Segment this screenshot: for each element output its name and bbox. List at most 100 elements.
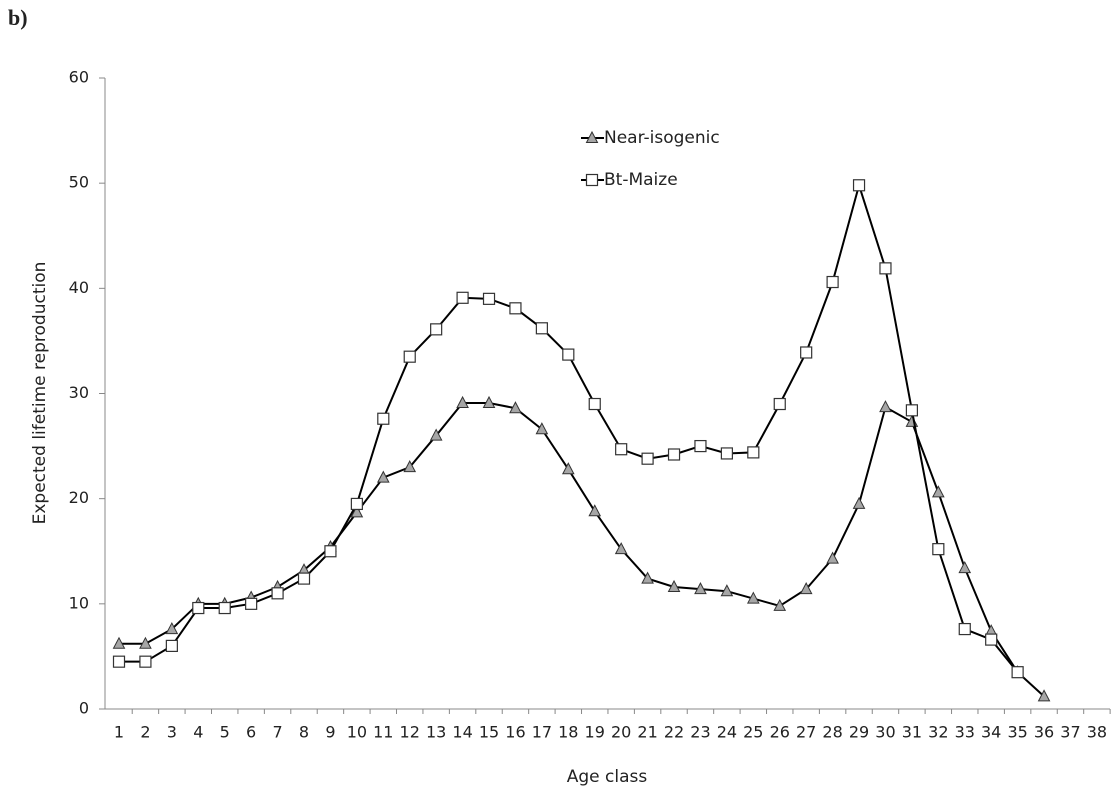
marker-triangle	[561, 462, 575, 475]
marker-square	[1011, 666, 1024, 679]
x-tick-label: 33	[955, 723, 975, 742]
marker-triangle	[112, 636, 126, 649]
marker-square	[852, 179, 866, 192]
marker-triangle	[773, 598, 787, 611]
x-tick-label: 21	[637, 723, 657, 742]
y-tick-label: 60	[69, 68, 89, 87]
marker-square	[588, 397, 601, 411]
x-tick-label: 3	[167, 723, 177, 742]
marker-square	[456, 291, 469, 304]
x-tick-label: 12	[400, 723, 420, 742]
x-tick-label: 8	[299, 723, 309, 742]
marker-triangle	[614, 542, 628, 555]
marker-triangle	[694, 582, 707, 595]
marker-square	[932, 543, 945, 556]
x-tick-label: 9	[325, 723, 335, 742]
x-tick-label: 17	[532, 723, 552, 742]
marker-square	[879, 262, 892, 275]
marker-triangle	[403, 460, 417, 473]
marker-triangle	[165, 621, 179, 635]
marker-square	[192, 601, 205, 615]
marker-triangle	[879, 400, 892, 413]
marker-triangle	[482, 395, 496, 408]
series-line	[119, 401, 1045, 698]
marker-triangle	[641, 571, 654, 584]
marker-triangle	[799, 582, 813, 595]
x-tick-label: 30	[875, 723, 895, 742]
marker-square	[271, 587, 284, 600]
x-tick-label: 6	[246, 723, 256, 742]
x-tick-label: 24	[717, 723, 737, 742]
x-tick-label: 27	[796, 723, 816, 742]
legend-marker	[585, 173, 599, 187]
x-tick-label: 23	[690, 723, 710, 742]
marker-triangle	[456, 395, 469, 408]
x-tick-label: 11	[373, 723, 393, 742]
marker-triangle	[720, 584, 734, 597]
marker-square	[324, 545, 337, 558]
x-tick-label: 35	[1007, 723, 1027, 742]
marker-square	[403, 350, 416, 363]
marker-square	[694, 439, 707, 453]
marker-square	[112, 655, 126, 668]
legend-label: Near-isogenic	[604, 128, 720, 148]
x-tick-label: 14	[452, 723, 472, 742]
x-tick-label: 36	[1034, 723, 1054, 742]
x-tick-label: 22	[664, 723, 684, 742]
x-tick-label: 31	[902, 723, 922, 742]
x-tick-label: 25	[743, 723, 763, 742]
x-tick-label: 18	[558, 723, 578, 742]
marker-square	[641, 452, 654, 465]
marker-square	[139, 655, 152, 668]
marker-triangle	[667, 579, 681, 593]
marker-square	[826, 275, 839, 289]
marker-square	[377, 412, 390, 425]
marker-square	[905, 404, 919, 417]
marker-square	[482, 292, 496, 305]
x-tick-label: 37	[1060, 723, 1080, 742]
marker-triangle	[350, 505, 364, 518]
marker-triangle	[588, 504, 602, 517]
marker-triangle	[958, 560, 972, 574]
x-tick-label: 28	[822, 723, 842, 742]
x-tick-label: 26	[770, 723, 790, 742]
marker-triangle	[932, 485, 945, 498]
x-tick-label: 32	[928, 723, 948, 742]
x-tick-label: 2	[140, 723, 150, 742]
y-axis-label: Expected lifetime reproduction	[30, 262, 50, 525]
x-tick-label: 15	[479, 723, 499, 742]
x-tick-label: 7	[272, 723, 282, 742]
legend-label: Bt-Maize	[604, 170, 678, 190]
marker-square	[773, 397, 786, 411]
x-axis-label: Age class	[567, 767, 648, 787]
marker-square	[720, 447, 733, 460]
x-tick-label: 20	[611, 723, 631, 742]
marker-square	[667, 448, 681, 461]
marker-triangle	[429, 428, 443, 441]
marker-triangle	[905, 414, 919, 427]
x-tick-label: 13	[426, 723, 446, 742]
marker-square	[430, 323, 443, 336]
marker-square	[747, 446, 760, 459]
marker-square	[509, 302, 522, 315]
marker-square	[297, 572, 311, 585]
marker-triangle	[746, 591, 760, 604]
x-tick-label: 1	[114, 723, 124, 742]
marker-triangle	[376, 470, 390, 483]
x-tick-label: 38	[1087, 723, 1107, 742]
x-tick-label: 16	[505, 723, 525, 742]
marker-triangle	[852, 496, 866, 509]
marker-square	[615, 443, 628, 456]
marker-square	[165, 639, 178, 653]
x-tick-label: 34	[981, 723, 1001, 742]
panel-label: b)	[8, 5, 28, 30]
y-tick-label: 40	[69, 278, 89, 297]
legend-marker	[585, 130, 599, 143]
y-tick-label: 10	[69, 593, 89, 612]
y-tick-label: 50	[69, 173, 89, 192]
marker-square	[350, 497, 363, 511]
marker-triangle	[139, 636, 152, 649]
marker-square	[958, 622, 971, 636]
y-tick-label: 20	[69, 488, 89, 507]
